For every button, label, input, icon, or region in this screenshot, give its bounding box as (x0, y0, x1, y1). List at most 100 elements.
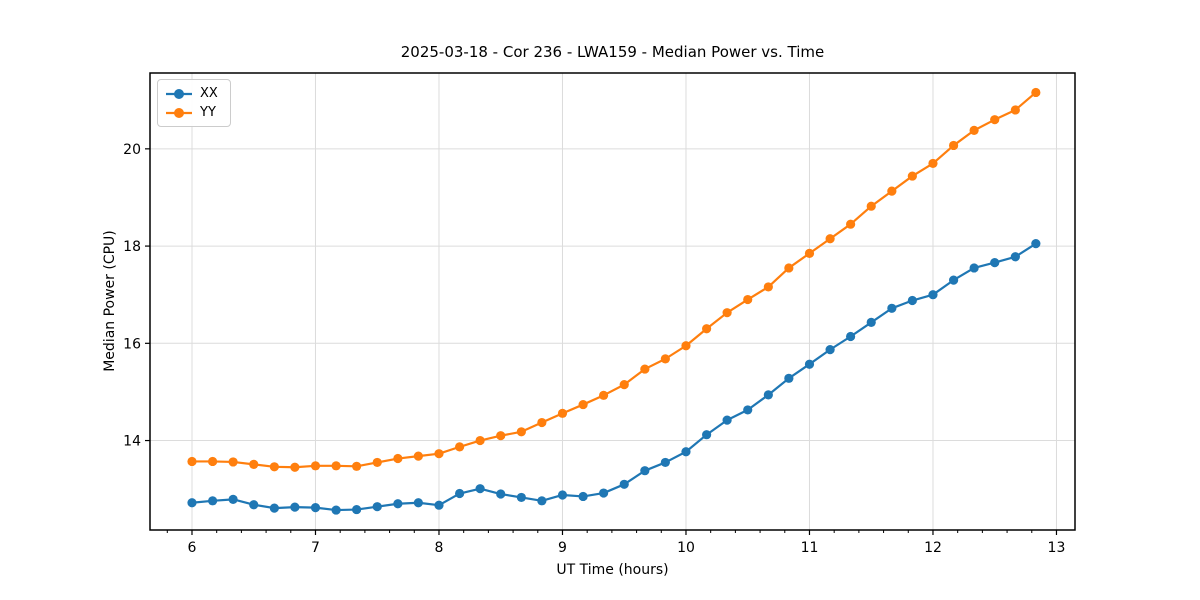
y-tick-label: 18 (123, 239, 141, 255)
series-xx-marker (578, 491, 588, 502)
series-xx-marker (331, 505, 341, 515)
series-xx-marker (743, 405, 753, 415)
series-xx-line (190, 242, 1037, 512)
x-tick-label: 8 (435, 540, 444, 556)
plot-frame (149, 72, 1076, 531)
series-yy-marker (352, 461, 362, 471)
series-xx-marker (1010, 252, 1020, 262)
series-xx-marker (804, 359, 815, 369)
series-yy-marker (475, 435, 485, 446)
series-yy-marker (846, 219, 856, 229)
legend-swatch-yy-icon (166, 107, 192, 118)
series-xx-marker (372, 502, 382, 512)
series-yy-marker (743, 294, 753, 305)
legend-label-xx: XX (200, 86, 218, 101)
series-xx-marker (557, 490, 568, 500)
series-yy-marker (763, 282, 773, 292)
series-xx-marker (496, 489, 506, 499)
x-tick-label: 7 (311, 540, 320, 556)
legend-entry-xx: XX (165, 86, 222, 101)
series-xx-marker (660, 457, 670, 468)
series-yy-marker (537, 417, 547, 428)
series-xx-marker (208, 496, 218, 506)
series-yy-marker (1010, 105, 1020, 115)
series-yy-marker (434, 449, 444, 459)
x-tick-label: 6 (188, 540, 197, 556)
series-xx-marker (228, 494, 238, 504)
series-xx-marker (516, 492, 526, 503)
series-yy-marker (969, 125, 979, 135)
series-yy-marker (928, 158, 938, 169)
series-yy-marker (413, 451, 423, 461)
series-yy-marker (496, 431, 506, 441)
series-xx-marker (599, 488, 609, 498)
series-yy-marker (681, 341, 691, 351)
y-axis-label: Median Power (CPU) (102, 230, 118, 372)
series-xx-marker (949, 275, 959, 285)
series-xx-marker (619, 479, 629, 489)
series-yy-marker (866, 201, 876, 211)
series-xx-marker (249, 500, 259, 510)
series-yy-marker (208, 456, 218, 467)
x-tick-label: 11 (801, 540, 819, 556)
series-xx-marker (681, 447, 691, 457)
series-xx-marker (393, 499, 403, 509)
series-yy-marker (907, 171, 917, 181)
series-xx-marker (310, 503, 321, 513)
legend-label-yy: YY (200, 105, 216, 120)
series-xx-marker (907, 295, 917, 306)
series-xx-marker (702, 430, 712, 440)
series-xx-marker (887, 303, 897, 313)
x-tick-label: 12 (924, 540, 942, 556)
series-yy-marker (825, 234, 835, 244)
series-xx-marker (434, 500, 444, 510)
series-xx-marker (722, 415, 732, 425)
series-yy-marker (372, 457, 382, 468)
series-xx-marker (825, 345, 835, 355)
legend-entry-yy: YY (165, 105, 222, 120)
series-yy-marker (702, 324, 712, 334)
y-tick-label: 14 (123, 434, 141, 450)
y-tick-label: 20 (123, 142, 141, 158)
series-yy-marker (249, 459, 259, 469)
x-tick-label: 10 (677, 540, 695, 556)
series-yy-marker (660, 354, 670, 364)
series-yy-marker (887, 186, 897, 196)
series-xx-marker (1031, 239, 1041, 249)
series-xx-marker (475, 484, 485, 494)
series-yy-marker (1031, 87, 1041, 98)
series-xx-marker (290, 502, 300, 512)
series-xx-marker (187, 498, 197, 508)
series-yy-marker (557, 408, 568, 418)
series-yy-marker (640, 364, 650, 374)
series-yy-marker (269, 462, 279, 472)
series-yy-marker (578, 399, 588, 410)
series-xx-marker (413, 498, 423, 508)
series-xx-marker (784, 373, 794, 383)
series-yy-marker (187, 456, 197, 467)
series-xx-marker (455, 488, 465, 499)
y-tick-label: 16 (123, 336, 141, 352)
series-xx-marker (352, 504, 362, 515)
series-yy-marker (804, 248, 815, 258)
series-xx-marker (969, 263, 979, 273)
series-yy-marker (290, 462, 300, 472)
legend-swatch-xx-icon (166, 88, 192, 99)
series-xx-marker (269, 503, 279, 513)
series-yy-marker (516, 427, 526, 437)
series-yy-marker (599, 390, 609, 400)
series-yy-marker (393, 453, 403, 464)
x-tick-label: 13 (1048, 540, 1066, 556)
series-yy-marker (949, 140, 959, 151)
series-xx-marker (640, 466, 650, 476)
series-yy-marker (619, 380, 629, 390)
series-xx-marker (537, 496, 547, 506)
series-xx-marker (846, 331, 856, 342)
x-axis-label: UT Time (hours) (556, 562, 669, 578)
series-yy-marker (722, 308, 732, 318)
series-xx-marker (990, 258, 1000, 268)
legend: XX YY (157, 79, 231, 127)
x-tick-label: 9 (558, 540, 567, 556)
